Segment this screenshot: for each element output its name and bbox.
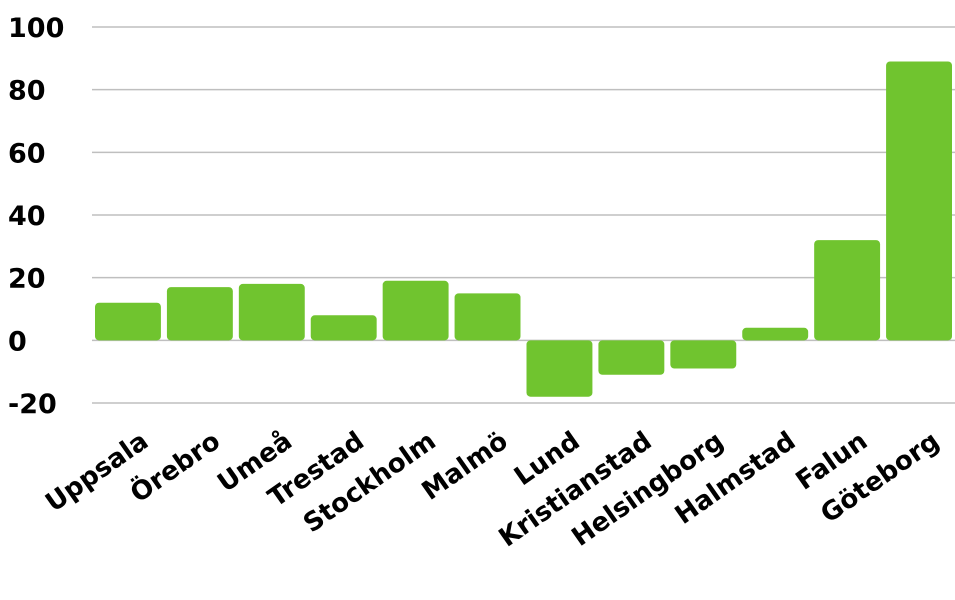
y-tick-label: 0 bbox=[8, 326, 27, 357]
y-tick-label: 40 bbox=[8, 201, 46, 232]
bar-helsingborg bbox=[670, 340, 737, 369]
bar-halmstad bbox=[742, 327, 809, 341]
bar-göteborg bbox=[886, 61, 952, 341]
bar-uppsala bbox=[95, 302, 161, 341]
bars bbox=[95, 61, 952, 397]
y-tick-label: 20 bbox=[8, 264, 46, 295]
bar-kristianstad bbox=[598, 340, 665, 375]
bar-trestad bbox=[310, 315, 377, 341]
bar-örebro bbox=[166, 287, 233, 341]
y-tick-label: 100 bbox=[8, 13, 64, 44]
y-axis-tick-labels: -20 0 20 40 60 80 100 bbox=[8, 13, 64, 420]
bar-stockholm bbox=[382, 280, 449, 341]
gridlines bbox=[92, 26, 955, 404]
bar-malmö bbox=[454, 293, 521, 341]
bar-lund bbox=[526, 340, 593, 397]
y-tick-label: 60 bbox=[8, 138, 46, 169]
y-tick-label: 80 bbox=[8, 76, 46, 107]
y-tick-label: -20 bbox=[8, 389, 57, 420]
x-axis-tick-labels: UppsalaÖrebroUmeåTrestadStockholmMalmöLu… bbox=[40, 424, 945, 554]
bar-umeå bbox=[238, 283, 305, 341]
bar-falun bbox=[814, 240, 881, 341]
x-tick-label: Uppsala bbox=[40, 426, 154, 518]
